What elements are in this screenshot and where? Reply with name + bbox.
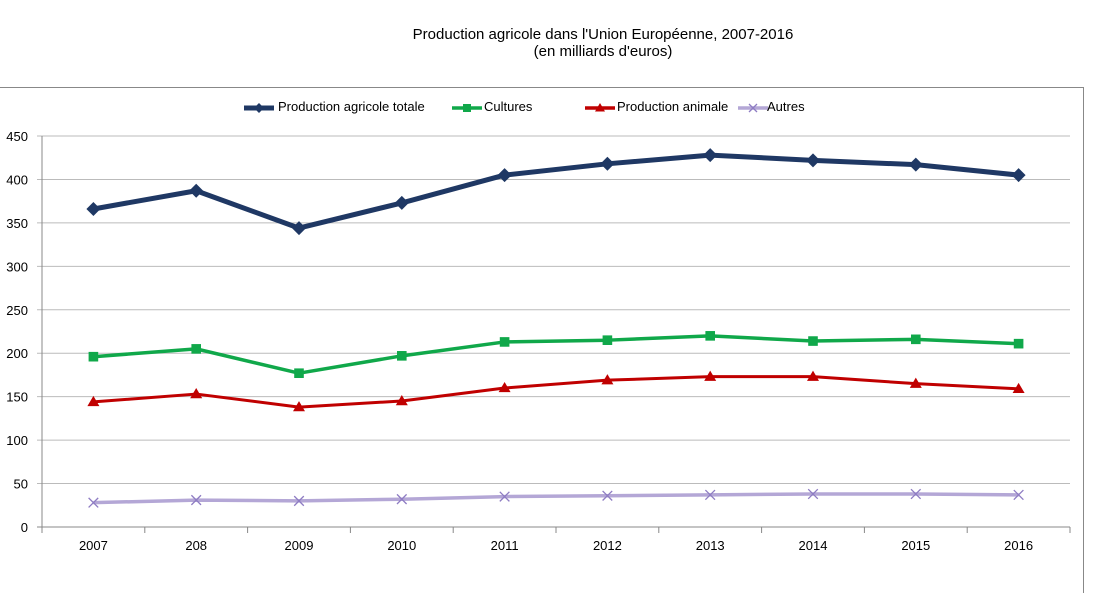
triangle-marker xyxy=(190,388,203,399)
x-marker xyxy=(807,488,819,500)
square-marker xyxy=(397,351,407,361)
x-tick-label: 2015 xyxy=(901,538,930,553)
square-marker xyxy=(499,337,510,347)
subtitle-text: (en milliards d'euros) xyxy=(533,43,673,60)
diamond-marker xyxy=(189,183,204,198)
diamond-marker xyxy=(600,156,615,171)
x-tick-label: 2011 xyxy=(491,538,519,553)
series-1 xyxy=(88,331,1024,379)
diamond-marker xyxy=(254,103,264,113)
square-marker xyxy=(88,351,99,362)
x-tick-label: 2012 xyxy=(593,538,622,553)
x-tick-label: 208 xyxy=(185,538,207,553)
x-tick-label: 2007 xyxy=(79,538,108,553)
series-line xyxy=(93,492,1019,505)
x-marker xyxy=(190,494,202,506)
y-tick-label: 300 xyxy=(6,259,28,274)
series-line xyxy=(93,334,1019,375)
y-tick-label: 50 xyxy=(14,477,28,492)
triangle-marker xyxy=(498,381,511,393)
legend-label: Production animale xyxy=(617,99,728,114)
diamond-marker xyxy=(86,201,101,216)
triangle-marker xyxy=(601,374,614,385)
x-tick-label: 2013 xyxy=(696,538,725,553)
legend-item: Production animale xyxy=(585,99,728,114)
legend-label: Production agricole totale xyxy=(278,99,425,114)
square-marker xyxy=(602,335,613,345)
y-tick-label: 250 xyxy=(6,303,28,318)
x-tick-label: 2016 xyxy=(1004,538,1033,553)
diamond-marker xyxy=(497,168,512,183)
y-tick-label: 450 xyxy=(6,129,28,144)
series-line xyxy=(93,375,1019,409)
diamond-marker xyxy=(806,153,820,168)
series-line xyxy=(92,152,1019,231)
series-2 xyxy=(87,370,1025,412)
triangle-marker xyxy=(704,370,717,381)
series-0 xyxy=(86,148,1026,236)
x-marker xyxy=(704,489,716,501)
diamond-marker xyxy=(703,148,718,163)
legend-item: Cultures xyxy=(452,99,533,114)
triangle-marker xyxy=(1012,382,1025,394)
y-tick-label: 200 xyxy=(6,346,28,361)
x-tick-label: 2014 xyxy=(799,538,828,553)
y-tick-label: 100 xyxy=(6,433,28,448)
x-marker xyxy=(293,495,305,507)
x-tick-label: 2009 xyxy=(285,538,314,553)
square-marker xyxy=(705,331,715,341)
triangle-marker xyxy=(595,103,605,112)
x-marker xyxy=(499,491,510,502)
triangle-marker xyxy=(293,401,305,412)
x-marker xyxy=(910,488,922,500)
triangle-marker xyxy=(909,377,922,388)
x-tick-label: 2010 xyxy=(387,538,416,553)
y-tick-label: 150 xyxy=(6,390,28,405)
legend-label: Cultures xyxy=(484,99,533,114)
y-tick-label: 400 xyxy=(6,172,28,187)
chart-frame xyxy=(0,87,1084,593)
triangle-marker xyxy=(395,395,408,406)
square-marker xyxy=(191,344,201,354)
legend-label: Autres xyxy=(767,99,805,114)
square-marker xyxy=(911,334,921,345)
series-3 xyxy=(88,488,1024,508)
square-marker xyxy=(463,104,471,112)
diamond-marker xyxy=(908,157,923,172)
x-marker xyxy=(88,497,99,508)
diamond-marker xyxy=(292,221,306,236)
square-marker xyxy=(808,336,818,346)
triangle-marker xyxy=(807,370,819,381)
x-marker xyxy=(748,103,758,113)
legend-item: Autres xyxy=(738,99,805,114)
chart-title: Production agricole dans l'Union Europée… xyxy=(300,26,906,60)
diamond-marker xyxy=(394,195,409,210)
triangle-marker xyxy=(87,395,100,407)
title-text: Production agricole dans l'Union Europée… xyxy=(412,26,794,43)
x-marker xyxy=(602,490,613,501)
legend-item: Production agricole totale xyxy=(244,99,425,114)
x-marker xyxy=(396,493,408,505)
diamond-marker xyxy=(1011,168,1026,183)
square-marker xyxy=(294,368,304,379)
y-tick-label: 0 xyxy=(21,520,28,535)
square-marker xyxy=(1013,338,1024,349)
y-tick-label: 350 xyxy=(6,216,28,231)
x-marker xyxy=(1013,489,1024,501)
